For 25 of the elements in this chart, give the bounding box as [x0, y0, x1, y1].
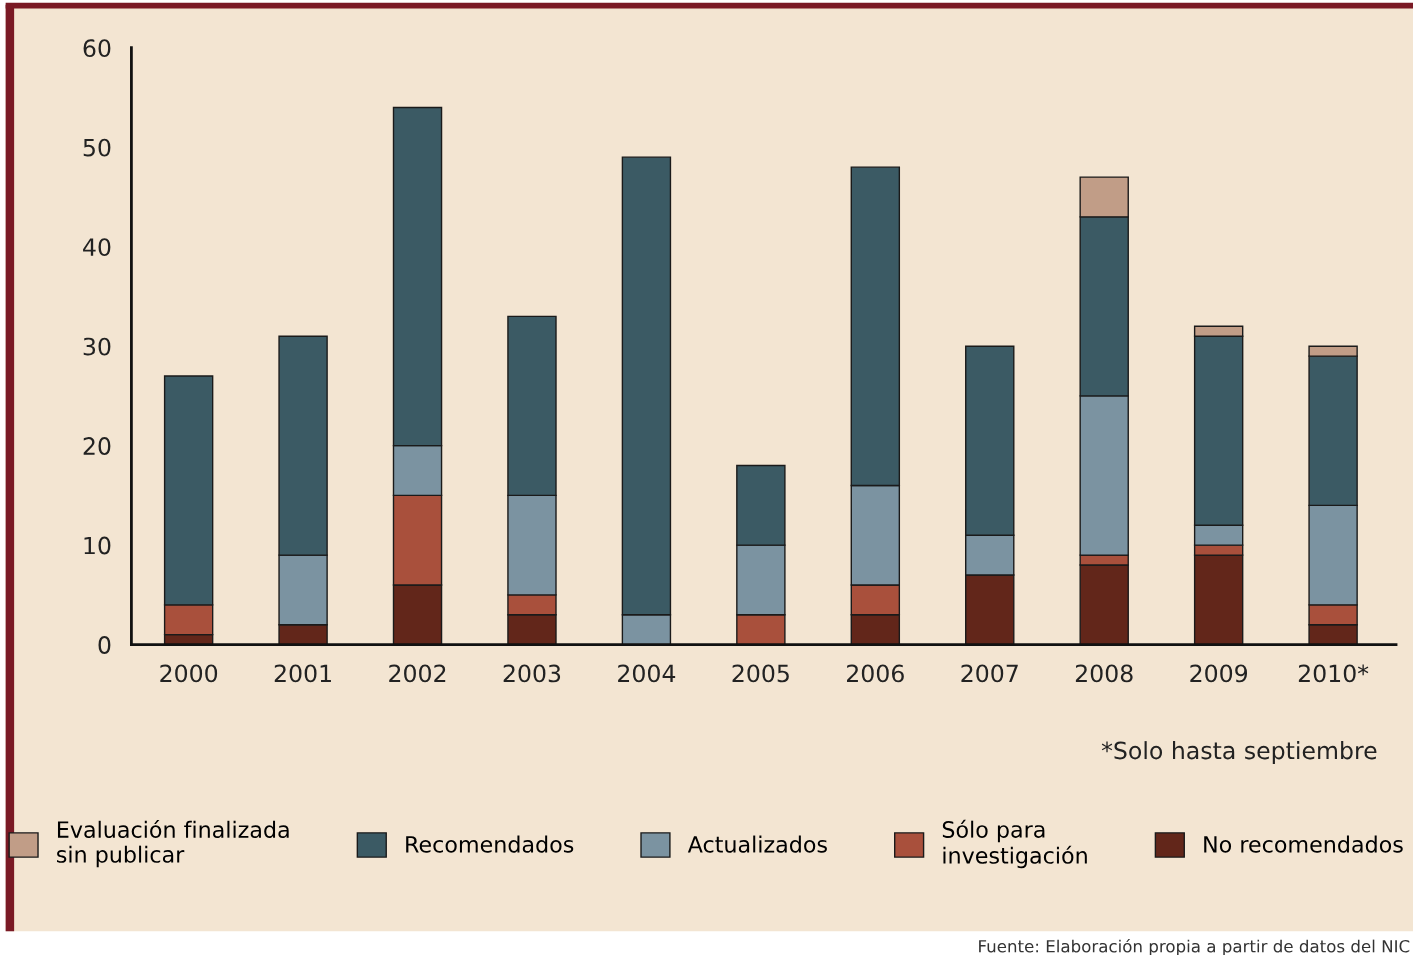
x-tick-label: 2009	[1190, 664, 1248, 683]
y-tick-label: 30	[83, 337, 111, 356]
x-tick-label: 2005	[732, 664, 789, 683]
legend-label: Actualizados	[687, 835, 827, 853]
x-tick-label: 2003	[503, 664, 561, 683]
source-note: Fuente: Elaboración propia a partir de datos del NIC	[979, 938, 1410, 955]
x-tick-label: 2006	[847, 664, 904, 683]
x-tick-label: 2002	[389, 664, 446, 683]
y-tick-label: 0	[98, 636, 111, 654]
text: *Solo hasta septiembre	[1101, 741, 1377, 764]
x-tick-label: 2010*	[1298, 664, 1369, 683]
x-tick-label: 2007	[961, 664, 1018, 683]
y-tick-label: 20	[83, 437, 111, 455]
y-tick-label: 10	[84, 536, 111, 555]
y-tick-label: 50	[83, 138, 111, 157]
legend-label: Sólo para investigación	[942, 819, 1087, 869]
legend-label: Recomendados	[406, 835, 574, 853]
x-tick-label: 2001	[274, 664, 331, 683]
x-tick-label: 2000	[160, 664, 218, 683]
x-tick-label: 2008	[1075, 664, 1133, 683]
legend-label: Evaluación finalizada sin publicar	[57, 819, 289, 868]
x-tick-label: 2004	[618, 664, 676, 683]
y-tick-label: 60	[83, 39, 111, 58]
legend-label: No recomendados	[1204, 835, 1403, 853]
y-tick-label: 40	[83, 238, 111, 257]
